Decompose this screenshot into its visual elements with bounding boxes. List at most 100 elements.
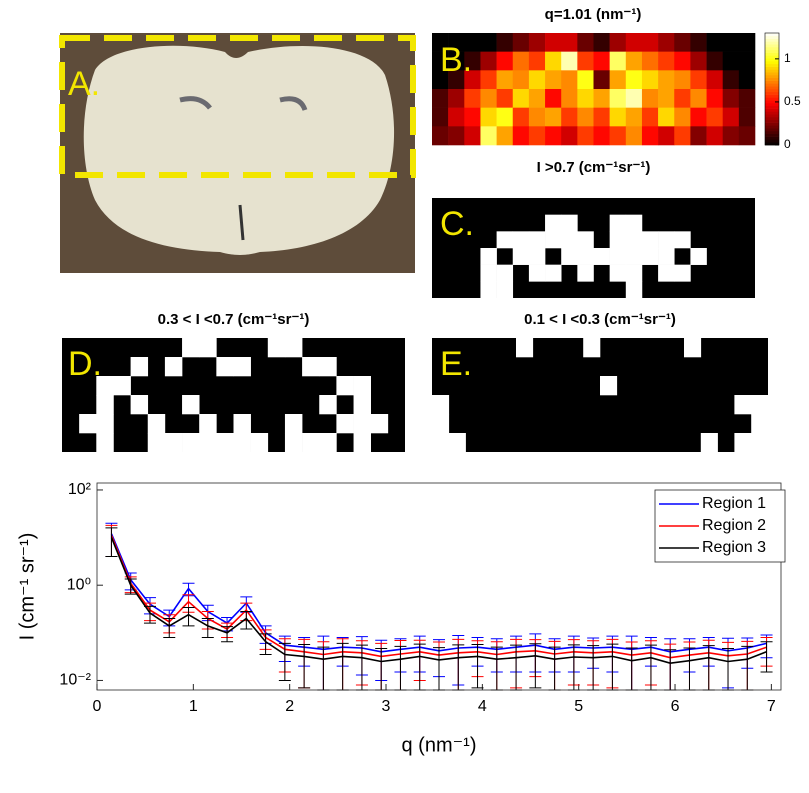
- mask-cell: [319, 357, 337, 377]
- cell: [738, 51, 756, 71]
- series-line: [110, 537, 767, 665]
- cell: [561, 126, 578, 146]
- cell: [480, 70, 497, 90]
- error-bar: [278, 642, 291, 681]
- colorbar-step: [765, 97, 779, 101]
- cell: [722, 33, 740, 52]
- mask-cell: [625, 231, 643, 249]
- mask-cell: [130, 395, 149, 415]
- cell: [561, 70, 578, 90]
- mask-cell: [250, 433, 269, 453]
- mask-cell: [600, 376, 618, 396]
- midline: [238, 204, 245, 241]
- colorbar-step: [765, 94, 779, 98]
- cell: [722, 70, 740, 90]
- cell: [738, 89, 756, 108]
- error-bar: [471, 643, 484, 689]
- mask-cell: [432, 414, 450, 434]
- mask-cell: [147, 433, 166, 453]
- brain-section: [83, 45, 395, 256]
- mask-cell: [577, 231, 594, 249]
- cell: [690, 70, 707, 90]
- cell: [641, 51, 659, 71]
- mask-cell: [674, 264, 691, 282]
- mask-cell: [216, 357, 234, 377]
- y-tick-label: 10²: [68, 481, 92, 498]
- cell: [545, 33, 562, 52]
- cell: [432, 89, 449, 108]
- cell: [464, 89, 481, 108]
- cell: [722, 51, 740, 71]
- colorbar-step: [765, 91, 779, 95]
- cell: [722, 89, 740, 108]
- colorbar-step: [765, 77, 779, 81]
- mask-title: I >0.7 (cm⁻¹sr⁻¹): [537, 159, 651, 176]
- cell: [561, 89, 578, 108]
- mask-cell: [147, 414, 166, 434]
- mask-cell: [593, 248, 610, 265]
- cell: [512, 89, 530, 108]
- cell: [448, 126, 465, 146]
- cell: [609, 107, 627, 127]
- cell: [496, 107, 514, 127]
- cell: [496, 89, 514, 108]
- cell: [464, 33, 481, 52]
- colorbar-step: [765, 122, 779, 126]
- mask-cell: [528, 264, 546, 282]
- mask-cell: [496, 264, 514, 282]
- y-tick-label: 10⁻²: [59, 672, 91, 689]
- x-tick-label: 7: [767, 698, 776, 715]
- cell: [545, 107, 562, 127]
- cell: [674, 70, 691, 90]
- mask-cell: [96, 395, 114, 415]
- mask-cell: [448, 433, 466, 453]
- colorbar-step: [765, 136, 779, 140]
- cell: [577, 33, 594, 52]
- mask-cell: [561, 214, 578, 232]
- mask-cell: [609, 248, 627, 265]
- cell: [512, 70, 530, 90]
- colorbar-step: [765, 108, 779, 112]
- colorbar-tick-label: 0: [784, 137, 791, 151]
- cell: [448, 107, 465, 127]
- mask-cell: [79, 414, 97, 434]
- colorbar-step: [765, 125, 779, 129]
- cell: [528, 89, 546, 108]
- cell: [593, 107, 610, 127]
- cell: [432, 107, 449, 127]
- photo-panel: A.: [59, 33, 416, 273]
- mask-cell: [577, 264, 594, 282]
- mask-cell: [353, 376, 371, 396]
- cell: [706, 107, 723, 127]
- mask-cell: [561, 248, 578, 265]
- x-tick-label: 6: [671, 698, 680, 715]
- cell: [432, 33, 449, 52]
- mask-cell: [641, 248, 659, 265]
- mask-cell: [609, 231, 627, 249]
- cell: [512, 33, 530, 52]
- cell: [738, 126, 756, 146]
- mask-cell: [674, 231, 691, 249]
- cell: [674, 51, 691, 71]
- mask-cell: [284, 414, 303, 434]
- colorbar-step: [765, 44, 779, 48]
- mask-cell: [496, 231, 514, 249]
- mask-cell: [577, 248, 594, 265]
- mask-cell: [96, 433, 114, 453]
- colorbar-step: [765, 63, 779, 67]
- cell: [722, 107, 740, 127]
- ventricle: [179, 96, 308, 111]
- mask-cell: [625, 248, 643, 265]
- mask-cell: [199, 414, 217, 434]
- mask-cell: [284, 338, 303, 358]
- cell: [625, 89, 643, 108]
- cell: [577, 107, 594, 127]
- cell: [561, 33, 578, 52]
- cell: [690, 51, 707, 71]
- mask-cell: [480, 264, 497, 282]
- cell: [625, 126, 643, 146]
- cell: [609, 33, 627, 52]
- mask-cell: [690, 248, 707, 265]
- mask-cell: [734, 433, 752, 453]
